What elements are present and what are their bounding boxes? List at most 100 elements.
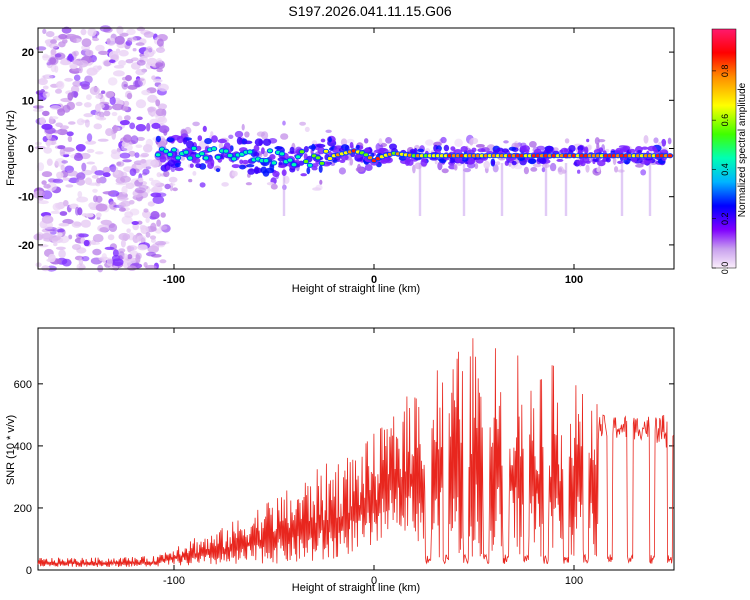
spectrogram-ridge-core — [371, 159, 377, 163]
spectrogram-blob — [128, 200, 135, 205]
spectrogram-blob — [81, 38, 92, 47]
spectrogram-ridge-core — [667, 154, 673, 158]
spectrogram-blob — [189, 163, 194, 168]
spectrogram-blob — [215, 168, 221, 173]
spectrogram-blob — [223, 142, 231, 150]
spectrogram-blob — [135, 144, 143, 148]
spectrogram-blob — [42, 110, 50, 117]
spectrogram-blob — [597, 160, 606, 167]
spectrogram-blob — [501, 148, 509, 153]
spectrogram-blob — [136, 116, 143, 121]
spectrogram-blob — [84, 119, 90, 128]
spectrogram-blob — [437, 161, 443, 171]
spectrogram-blob — [85, 49, 94, 57]
spectrogram-blob — [58, 222, 70, 227]
spectrogram-blob — [84, 177, 93, 185]
spectrogram-streak — [462, 163, 466, 216]
spectrogram-blob — [231, 170, 238, 177]
spectrogram-blob — [643, 135, 649, 144]
spectrogram-blob — [155, 62, 164, 67]
spectrogram-blob — [356, 144, 360, 149]
spectrogram-blob — [176, 135, 184, 144]
spectrogram-blob — [145, 264, 157, 270]
spectrogram-blob — [37, 162, 45, 172]
spectrogram-blob — [77, 60, 89, 68]
spectrogram-blob — [97, 138, 109, 142]
spectrogram-blob — [76, 196, 89, 203]
spectrogram-blob — [280, 133, 289, 140]
spectrogram-blob — [529, 141, 537, 148]
snr-axes: -100 0 100 0 200 400 600 — [14, 328, 674, 587]
spectrogram-ridge-core — [175, 156, 181, 160]
spectrogram-blob — [513, 164, 523, 170]
spectrogram-blob — [118, 49, 129, 57]
spectrogram-ridge-core — [211, 147, 217, 151]
spectrogram-blob — [425, 139, 434, 146]
spectrogram-blob — [48, 253, 56, 263]
spectrogram-blob — [81, 162, 87, 172]
spectrogram-blob — [111, 111, 118, 117]
spectrogram-blob — [127, 245, 132, 253]
spectrogram-ridge-core — [215, 155, 221, 159]
spectrogram-blob — [135, 42, 145, 46]
spectrogram-blob — [145, 231, 151, 238]
spectrogram-blob — [496, 147, 504, 152]
spectrogram-blob — [54, 158, 66, 167]
spectrogram-blob — [256, 131, 265, 137]
spectrogram-blob — [188, 178, 193, 183]
spectrogram-ridge-core — [323, 149, 329, 153]
spectrogram-blob — [474, 163, 479, 169]
spectrogram-blob — [41, 265, 50, 272]
spectrogram-ridge-core — [311, 154, 317, 158]
spectrogram-blob — [85, 213, 94, 218]
spectrogram-blob — [504, 160, 509, 166]
spectrogram-streak — [418, 163, 422, 216]
spectrogram-blob — [121, 185, 128, 195]
spectrogram-blob — [135, 68, 146, 76]
spectrogram-blob — [117, 196, 129, 201]
spectrogram-ridge-core — [299, 150, 305, 154]
spectrogram-blob — [76, 247, 87, 254]
spectrogram-blob — [199, 182, 206, 188]
spectrogram-blob — [195, 145, 202, 152]
spectrogram-blob — [85, 140, 97, 145]
spectrogram-ridge-core — [195, 154, 201, 158]
spectrogram-blob — [614, 166, 619, 173]
spectrogram-blob — [36, 46, 47, 51]
spectrogram-blob — [338, 147, 344, 153]
spectrogram-blob — [35, 262, 42, 268]
colorbar-tick-label: 0.6 — [720, 114, 730, 127]
spectrogram-ridge-core — [367, 156, 373, 160]
spectrogram-blob — [146, 122, 151, 132]
spectrogram-blob — [52, 178, 64, 184]
spectrogram-blob — [135, 124, 147, 132]
spectrogram-blob — [160, 212, 166, 218]
spectrogram-blob — [564, 138, 570, 144]
spectrogram-blob — [78, 257, 84, 266]
spectrogram-blob — [99, 25, 112, 32]
spectrogram-blob — [318, 165, 323, 173]
spectrogram-blob — [110, 151, 122, 160]
spectrogram-blob — [37, 200, 49, 205]
spectrogram-blob — [311, 166, 318, 171]
spectrogram-ytick-label: 0 — [28, 144, 34, 156]
spectrogram-blob — [328, 136, 332, 143]
spectrogram-blob — [113, 170, 119, 175]
spectrogram-blob — [95, 195, 103, 203]
spectrogram-blob — [97, 116, 107, 121]
spectrogram-streak — [620, 163, 624, 216]
spectrogram-blob — [576, 160, 583, 165]
spectrogram-blob — [155, 99, 161, 107]
spectrogram-blob — [147, 94, 158, 103]
spectrogram-blob — [434, 159, 438, 165]
spectrogram-blob — [661, 138, 667, 147]
spectrogram-blob — [69, 64, 78, 70]
spectrogram-blob — [195, 163, 202, 169]
spectrogram-blob — [454, 138, 463, 147]
spectrogram-blob — [108, 223, 118, 233]
snr-xtick-label: -100 — [163, 575, 185, 587]
spectrogram-xtick-label: -100 — [163, 274, 185, 286]
spectrogram-ylabel: Frequency (Hz) — [5, 110, 17, 186]
spectrogram-ridge-core — [199, 152, 205, 156]
spectrogram-blob — [155, 135, 161, 143]
